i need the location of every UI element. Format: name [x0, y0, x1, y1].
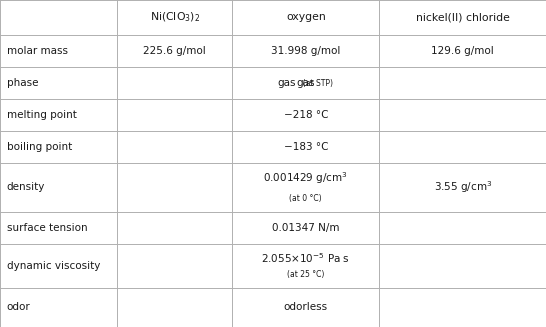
Text: (at 25 °C): (at 25 °C)	[287, 270, 324, 279]
Text: melting point: melting point	[7, 110, 76, 120]
Text: dynamic viscosity: dynamic viscosity	[7, 261, 100, 271]
Text: 0.01347 N/m: 0.01347 N/m	[272, 223, 340, 232]
Text: nickel(II) chloride: nickel(II) chloride	[416, 12, 509, 23]
Text: 3.55 g/cm$^3$: 3.55 g/cm$^3$	[434, 180, 492, 195]
Text: boiling point: boiling point	[7, 142, 72, 152]
Text: molar mass: molar mass	[7, 46, 68, 56]
Text: 129.6 g/mol: 129.6 g/mol	[431, 46, 494, 56]
Text: 2.055$\times$10$^{-5}$ Pa s: 2.055$\times$10$^{-5}$ Pa s	[262, 251, 350, 265]
Text: (at STP): (at STP)	[298, 78, 333, 88]
Text: surface tension: surface tension	[7, 223, 87, 232]
Text: density: density	[7, 182, 45, 192]
Text: (at 0 °C): (at 0 °C)	[289, 194, 322, 202]
Text: 0.001429 g/cm$^3$: 0.001429 g/cm$^3$	[263, 170, 348, 186]
Text: Ni(ClO$_3$)$_2$: Ni(ClO$_3$)$_2$	[150, 11, 200, 24]
Text: 225.6 g/mol: 225.6 g/mol	[144, 46, 206, 56]
Text: phase: phase	[7, 78, 38, 88]
Text: oxygen: oxygen	[286, 12, 325, 23]
Text: odorless: odorless	[284, 302, 328, 312]
Text: 31.998 g/mol: 31.998 g/mol	[271, 46, 341, 56]
Text: gas: gas	[277, 78, 296, 88]
Text: −218 °C: −218 °C	[283, 110, 328, 120]
Text: −183 °C: −183 °C	[283, 142, 328, 152]
Text: gas: gas	[296, 78, 315, 88]
Text: odor: odor	[7, 302, 30, 312]
